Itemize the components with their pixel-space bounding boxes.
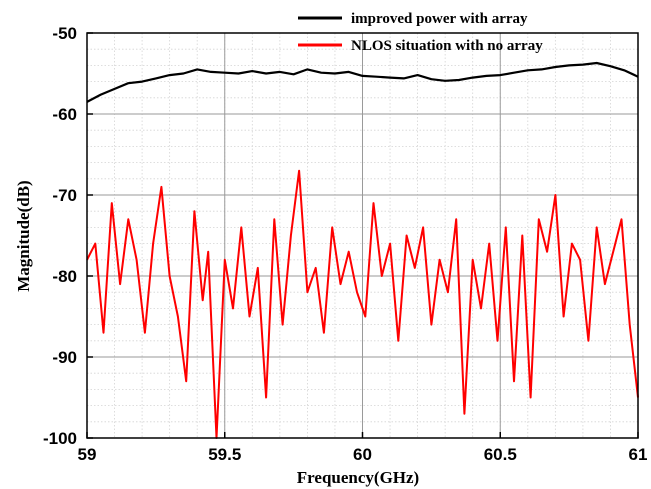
y-tick-label: -100 <box>43 429 77 448</box>
y-tick-label: -80 <box>52 267 77 286</box>
x-axis-title: Frequency(GHz) <box>297 468 419 487</box>
y-tick-label: -70 <box>52 186 77 205</box>
x-tick-label: 60 <box>353 445 372 464</box>
legend-label-0: improved power with array <box>351 11 528 27</box>
tick-labels: 59 59.5 60 60.5 61 -100 -90 -80 -70 -60 -50 <box>43 24 647 464</box>
series-line-1 <box>86 169 639 439</box>
ticks <box>86 32 639 439</box>
series-line-0 <box>86 61 639 103</box>
y-tick-label: -90 <box>52 348 77 367</box>
series-layer <box>86 61 639 439</box>
y-tick-label: -60 <box>52 105 77 124</box>
legend: improved power with array NLOS situation … <box>298 11 543 54</box>
grid <box>86 32 639 439</box>
x-tick-label: 59 <box>78 445 97 464</box>
legend-label-1: NLOS situation with no array <box>351 38 543 54</box>
x-tick-label: 60.5 <box>484 445 517 464</box>
y-tick-label: -50 <box>52 24 77 43</box>
x-tick-label: 59.5 <box>208 445 241 464</box>
y-axis-title: Magnitude(dB) <box>14 180 33 291</box>
x-tick-label: 61 <box>629 445 648 464</box>
